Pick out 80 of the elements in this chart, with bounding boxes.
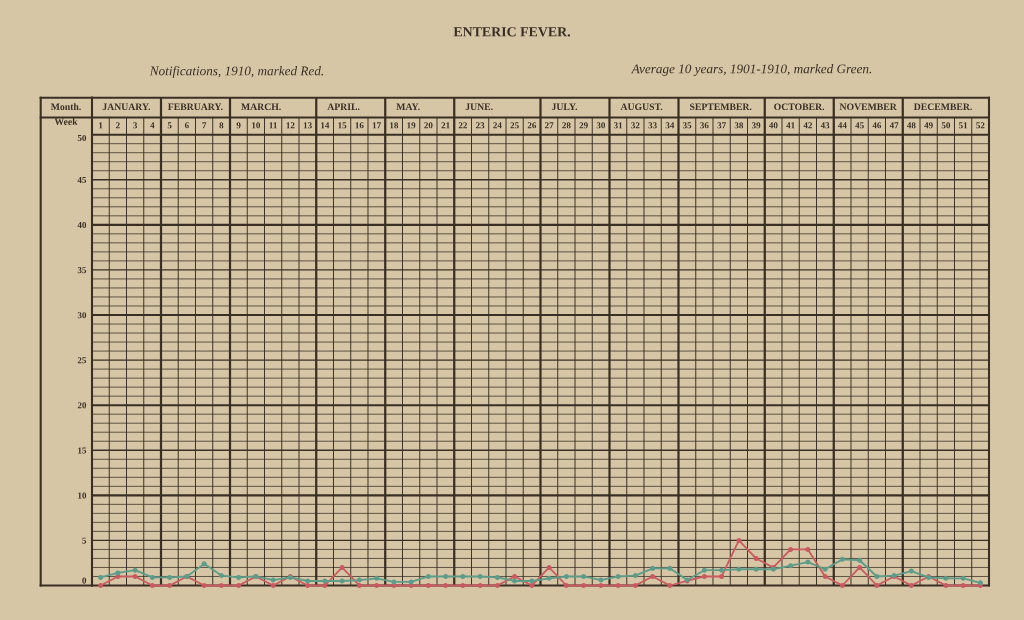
y-tick-label: 50 <box>77 134 87 142</box>
x-tick-label: 34 <box>665 122 675 129</box>
x-tick-label: 22 <box>458 122 467 129</box>
x-tick-label: 18 <box>390 122 399 129</box>
x-tick-label: 10 <box>252 122 261 129</box>
annotation: JANUARY. <box>102 103 151 111</box>
x-tick-label: 42 <box>803 122 812 129</box>
x-tick-label: 40 <box>768 122 778 129</box>
y-tick-label: 40 <box>77 221 87 229</box>
ref-line-label: MAY. <box>396 103 420 111</box>
x-tick-label: 47 <box>889 122 899 129</box>
y-tick-label: 25 <box>77 357 87 364</box>
x-tick-label: 31 <box>613 122 623 129</box>
ref-line-label: APRIL. <box>327 103 360 111</box>
x-tick-label: 30 <box>596 122 606 129</box>
x-tick-label: 51 <box>958 122 968 129</box>
text: Average 10 years, 1901-1910, marked Green. <box>630 64 872 76</box>
x-tick-label: 45 <box>855 122 864 129</box>
x-tick-label: 1 <box>99 122 103 129</box>
x-tick-label: 20 <box>424 122 433 129</box>
x-tick-label: 38 <box>734 122 744 129</box>
x-tick-label: 12 <box>286 122 295 129</box>
y-tick-label: 5 <box>82 537 87 544</box>
x-tick-label: 33 <box>648 122 657 129</box>
y-tick-label: 15 <box>78 447 87 454</box>
x-tick-label: 26 <box>527 122 537 129</box>
x-tick-label: 52 <box>976 122 985 129</box>
ref-line-label: AUGUST. <box>620 103 663 111</box>
x-tick-label: 49 <box>924 122 933 129</box>
x-tick-label: 35 <box>682 122 692 129</box>
x-tick-label: 41 <box>786 122 795 129</box>
x-tick-label: 8 <box>219 122 224 129</box>
text: Month. <box>50 103 81 111</box>
text: Notifications, 1910, marked Red. <box>149 65 324 79</box>
y-tick-label: 35 <box>77 267 87 274</box>
x-tick-label: 11 <box>269 122 277 129</box>
x-tick-label: 23 <box>475 122 485 129</box>
ref-line-label: DECEMBER. <box>913 103 972 111</box>
x-tick-label: 28 <box>562 122 571 129</box>
y-tick-label: 30 <box>77 312 87 319</box>
x-tick-label: 32 <box>631 122 640 129</box>
ref-line-label: FEBRUARY. <box>167 103 223 111</box>
x-tick-label: 25 <box>510 122 519 129</box>
ref-line-label: JUNE. <box>465 103 493 111</box>
x-tick-label: 2 <box>116 122 120 129</box>
x-tick-label: 29 <box>579 122 588 129</box>
x-tick-label: 39 <box>751 122 761 129</box>
y-tick-label: 20 <box>77 402 87 409</box>
x-tick-label: 21 <box>441 122 450 129</box>
ref-line-label: NOVEMBER <box>839 103 897 111</box>
ref-line-label: SEPTEMBER. <box>690 103 752 111</box>
x-tick-label: 44 <box>837 122 847 129</box>
ref-line-label: OCTOBER. <box>774 103 825 111</box>
x-tick-label: 16 <box>355 122 364 129</box>
x-tick-label: 17 <box>372 122 381 129</box>
x-tick-label: 37 <box>717 122 726 129</box>
x-tick-label: 24 <box>493 122 502 129</box>
x-tick-label: 19 <box>407 122 416 129</box>
x-tick-label: 43 <box>820 122 830 129</box>
x-tick-label: 9 <box>236 122 241 129</box>
x-tick-label: 3 <box>133 122 138 129</box>
x-tick-label: 6 <box>184 122 189 129</box>
chart-title: ENTERIC FEVER. <box>453 27 571 37</box>
x-tick-label: 50 <box>941 122 951 129</box>
x-tick-label: 4 <box>150 122 155 129</box>
x-tick-label: 46 <box>872 122 882 129</box>
y-tick-label: 45 <box>77 176 87 183</box>
x-tick-label: 13 <box>303 122 312 129</box>
x-tick-label: 15 <box>338 122 347 129</box>
x-tick-label: 14 <box>321 122 330 129</box>
ref-line-label: MARCH. <box>241 103 281 111</box>
x-tick-label: 27 <box>544 122 554 129</box>
x-axis-title: Week <box>54 118 78 126</box>
x-tick-label: 48 <box>906 122 916 129</box>
y-tick-label: 10 <box>78 492 87 499</box>
ref-line-label: JULY. <box>551 103 578 111</box>
x-tick-label: 36 <box>700 122 709 129</box>
x-tick-label: 5 <box>167 122 172 129</box>
y-tick-label: 0 <box>82 577 87 584</box>
x-tick-label: 7 <box>202 122 207 129</box>
